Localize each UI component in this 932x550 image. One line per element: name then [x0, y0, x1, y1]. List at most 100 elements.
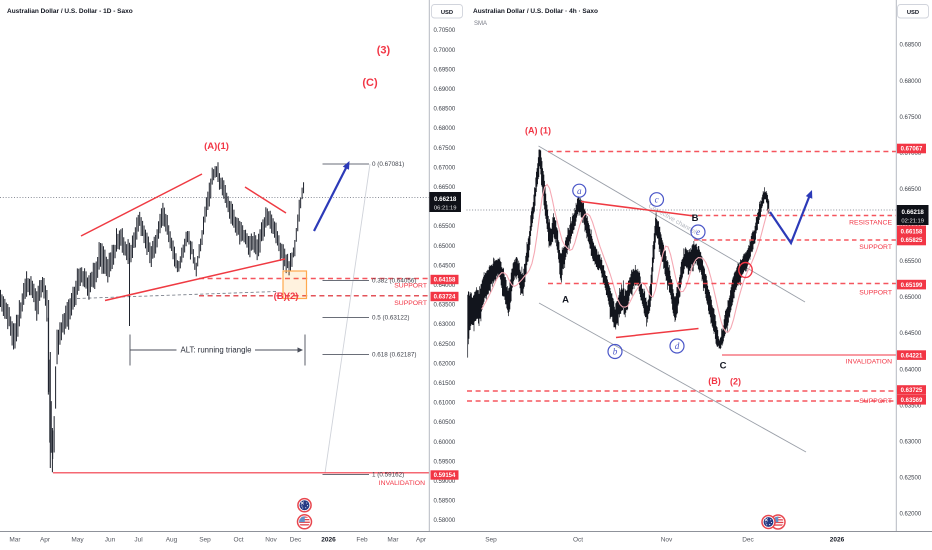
svg-text:0.64000: 0.64000 [900, 367, 922, 373]
svg-text:(B)(2): (B)(2) [274, 291, 299, 302]
svg-text:SUPPORT: SUPPORT [394, 282, 427, 289]
svg-text:0.59154: 0.59154 [434, 473, 456, 479]
svg-text:0.64500: 0.64500 [900, 331, 922, 337]
svg-text:0.67000: 0.67000 [900, 151, 922, 157]
svg-text:Sep: Sep [199, 537, 211, 544]
svg-text:0.63725: 0.63725 [901, 388, 923, 394]
svg-text:SUPPORT: SUPPORT [859, 398, 892, 405]
svg-text:0.70500: 0.70500 [434, 28, 456, 34]
svg-text:0.65000: 0.65000 [434, 244, 456, 250]
svg-text:0.67500: 0.67500 [900, 115, 922, 121]
svg-text:2026: 2026 [321, 537, 336, 544]
svg-text:Jun: Jun [105, 537, 116, 544]
svg-text:0.58000: 0.58000 [434, 518, 456, 524]
svg-text:0.64500: 0.64500 [434, 263, 456, 269]
svg-text:0.65500: 0.65500 [434, 224, 456, 230]
svg-text:0.66218: 0.66218 [902, 209, 925, 216]
svg-text:0.69500: 0.69500 [434, 67, 456, 73]
svg-text:B: B [692, 213, 699, 224]
svg-text:0.63000: 0.63000 [434, 322, 456, 328]
svg-text:SMA: SMA [474, 21, 487, 27]
svg-text:(2): (2) [730, 377, 741, 387]
svg-text:SUPPORT: SUPPORT [394, 300, 427, 307]
svg-text:0.65825: 0.65825 [901, 238, 923, 244]
svg-text:0.67067: 0.67067 [901, 147, 923, 153]
svg-text:0.618 (0.62187): 0.618 (0.62187) [372, 352, 416, 359]
svg-text:A: A [562, 295, 569, 306]
svg-text:Aug: Aug [166, 537, 178, 544]
svg-text:0.63500: 0.63500 [900, 404, 922, 410]
svg-text:SUPPORT: SUPPORT [859, 289, 892, 296]
svg-text:Oct: Oct [233, 537, 243, 544]
svg-text:Apr: Apr [40, 537, 51, 544]
svg-text:a: a [577, 186, 582, 196]
svg-text:Apr: Apr [416, 537, 427, 544]
svg-text:Nov: Nov [265, 537, 277, 544]
svg-text:0.66218: 0.66218 [434, 196, 457, 203]
svg-text:2026: 2026 [830, 537, 845, 544]
svg-text:0.63000: 0.63000 [900, 440, 922, 446]
svg-text:0.68500: 0.68500 [900, 43, 922, 49]
svg-text:0.62000: 0.62000 [900, 512, 922, 518]
svg-text:Australian Dollar / U.S. Dolla: Australian Dollar / U.S. Dollar · 4h · S… [473, 8, 598, 15]
svg-text:0.63569: 0.63569 [901, 398, 923, 404]
svg-text:(A)(1): (A)(1) [204, 141, 229, 152]
svg-text:06:21:19: 06:21:19 [434, 205, 457, 211]
svg-text:0.60000: 0.60000 [434, 440, 456, 446]
svg-text:0.65199: 0.65199 [901, 283, 923, 289]
svg-text:C: C [720, 361, 727, 372]
svg-text:(B): (B) [708, 376, 721, 386]
svg-text:Sep: Sep [485, 537, 497, 544]
svg-text:(C): (C) [362, 77, 378, 89]
svg-text:Mar: Mar [9, 537, 21, 544]
svg-text:0.59000: 0.59000 [434, 479, 456, 485]
svg-text:0.63724: 0.63724 [434, 295, 456, 301]
svg-text:0.65500: 0.65500 [900, 259, 922, 265]
svg-text:Dec: Dec [742, 537, 754, 544]
svg-text:INVALIDATION: INVALIDATION [379, 480, 425, 487]
svg-text:0.68000: 0.68000 [434, 126, 456, 132]
svg-text:0.64221: 0.64221 [901, 353, 923, 359]
svg-text:0.68000: 0.68000 [900, 79, 922, 85]
svg-text:0.58500: 0.58500 [434, 499, 456, 505]
svg-text:0.64000: 0.64000 [434, 283, 456, 289]
svg-text:0.61500: 0.61500 [434, 381, 456, 387]
svg-text:0 (0.67081): 0 (0.67081) [372, 161, 404, 168]
svg-text:Feb: Feb [356, 537, 368, 544]
svg-text:0.67000: 0.67000 [434, 165, 456, 171]
svg-text:RESISTANCE: RESISTANCE [849, 219, 892, 226]
svg-text:0.66500: 0.66500 [900, 187, 922, 193]
svg-text:Jul: Jul [134, 537, 143, 544]
svg-text:e: e [696, 227, 700, 237]
svg-text:0.62000: 0.62000 [434, 361, 456, 367]
svg-text:0.60500: 0.60500 [434, 420, 456, 426]
svg-text:May: May [71, 537, 84, 544]
svg-text:Nov: Nov [661, 537, 673, 544]
svg-text:INVALIDATION: INVALIDATION [846, 358, 892, 365]
svg-text:0.65000: 0.65000 [900, 295, 922, 301]
svg-text:c: c [655, 195, 659, 205]
svg-text:0.64158: 0.64158 [434, 278, 456, 284]
svg-text:1 (0.59162): 1 (0.59162) [372, 472, 404, 479]
svg-text:Australian Dollar / U.S. Dolla: Australian Dollar / U.S. Dollar - 1D - S… [7, 8, 133, 15]
svg-text:0.66158: 0.66158 [901, 229, 923, 235]
svg-text:Oct: Oct [573, 537, 583, 544]
svg-text:02:21:19: 02:21:19 [901, 218, 924, 224]
svg-text:0.59500: 0.59500 [434, 459, 456, 465]
svg-text:b: b [613, 347, 618, 357]
svg-text:0.67500: 0.67500 [434, 146, 456, 152]
svg-text:USD: USD [441, 10, 453, 16]
svg-text:0.70000: 0.70000 [434, 48, 456, 54]
svg-text:Dec: Dec [290, 537, 302, 544]
svg-text:0.62500: 0.62500 [434, 342, 456, 348]
svg-text:0.62500: 0.62500 [900, 476, 922, 482]
svg-text:0.5 (0.63122): 0.5 (0.63122) [372, 315, 409, 322]
svg-text:0.69000: 0.69000 [434, 87, 456, 93]
svg-text:0.66500: 0.66500 [434, 185, 456, 191]
svg-text:ALT: running triangle: ALT: running triangle [181, 346, 252, 355]
svg-text:USD: USD [907, 10, 919, 16]
svg-text:(3): (3) [377, 45, 391, 57]
svg-text:0.382 (0.64056): 0.382 (0.64056) [372, 278, 416, 285]
svg-text:0.61000: 0.61000 [434, 401, 456, 407]
svg-text:SUPPORT: SUPPORT [859, 244, 892, 251]
